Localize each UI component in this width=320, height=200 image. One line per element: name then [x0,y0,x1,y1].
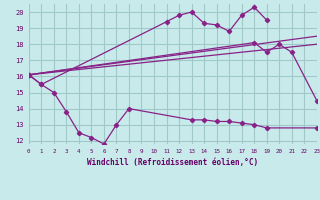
X-axis label: Windchill (Refroidissement éolien,°C): Windchill (Refroidissement éolien,°C) [87,158,258,167]
